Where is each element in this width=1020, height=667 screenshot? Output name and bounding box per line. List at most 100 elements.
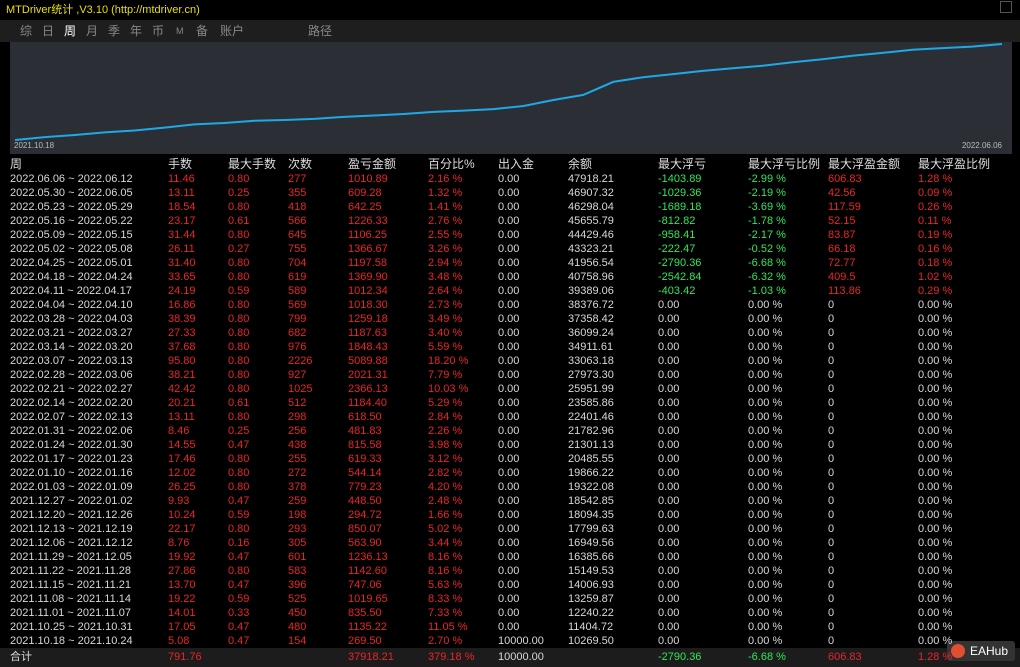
- total-cell: 791.76: [168, 651, 202, 663]
- cell: 0.61: [228, 215, 250, 227]
- tab[interactable]: 币: [152, 24, 165, 38]
- cell: 2022.02.07 ~ 2022.02.13: [10, 411, 133, 423]
- cell: 927: [288, 369, 307, 381]
- cell: 1135.22: [348, 621, 387, 633]
- cell: 0: [828, 509, 835, 521]
- cell: 37358.42: [568, 313, 614, 325]
- cell: 0: [828, 537, 835, 549]
- cell: 255: [288, 453, 307, 465]
- cell: 0.00 %: [748, 467, 783, 479]
- cell: -958.41: [658, 229, 696, 241]
- cell: 0.00 %: [918, 593, 953, 605]
- cell: 850.07: [348, 523, 382, 535]
- cell: 293: [288, 523, 307, 535]
- cell: 0.00 %: [748, 411, 783, 423]
- cell: 0.25: [228, 187, 250, 199]
- cell: 2.70 %: [428, 635, 463, 647]
- cell: 0.80: [228, 229, 250, 241]
- cell: 0.80: [228, 341, 250, 353]
- cell: 642.25: [348, 201, 382, 213]
- cell: 0.80: [228, 453, 250, 465]
- cell: 0.00 %: [748, 439, 783, 451]
- tab[interactable]: 季: [108, 24, 121, 38]
- cell: 0.00: [498, 187, 520, 199]
- cell: 0.80: [228, 201, 250, 213]
- cell: 0.00: [658, 593, 680, 605]
- cell: 14.55: [168, 439, 196, 451]
- cell: 779.23: [348, 481, 382, 493]
- cell: 0.00: [498, 173, 520, 185]
- cell: -1403.89: [658, 173, 702, 185]
- cell: 14006.93: [568, 579, 614, 591]
- cell: 17.46: [168, 453, 196, 465]
- cell: 7.79 %: [428, 369, 463, 381]
- cell: 38.21: [168, 369, 196, 381]
- cell: 569: [288, 299, 307, 311]
- cell: 0.00: [658, 341, 680, 353]
- cell: 0.80: [228, 481, 250, 493]
- cell: 0: [828, 635, 835, 647]
- cell: 747.06: [348, 579, 382, 591]
- tab[interactable]: M: [176, 26, 184, 36]
- cell: 2022.02.14 ~ 2022.02.20: [10, 397, 133, 409]
- cell: 10269.50: [568, 635, 614, 647]
- cell: 27.86: [168, 565, 196, 577]
- cell: 0.80: [228, 173, 250, 185]
- cell: 3.49 %: [428, 313, 463, 325]
- cell: 8.16 %: [428, 565, 463, 577]
- cell: 0.00: [498, 565, 520, 577]
- tab[interactable]: 路径: [308, 24, 333, 38]
- cell: 198: [288, 509, 307, 521]
- tab[interactable]: 年: [130, 24, 143, 38]
- column-header: 手数: [168, 157, 193, 171]
- cell: 0.00: [498, 257, 520, 269]
- cell: 0.00: [658, 383, 680, 395]
- cell: 0.80: [228, 383, 250, 395]
- tab[interactable]: 日: [42, 24, 55, 38]
- cell: 45655.79: [568, 215, 614, 227]
- tab[interactable]: 综: [20, 24, 33, 38]
- cell: 0.59: [228, 509, 250, 521]
- cell: 18542.85: [568, 495, 614, 507]
- cell: 0.00: [658, 551, 680, 563]
- cell: 0.00: [498, 271, 520, 283]
- cell: 2022.01.24 ~ 2022.01.30: [10, 439, 133, 451]
- cell: 0.00: [658, 621, 680, 633]
- cell: 2021.11.29 ~ 2021.12.05: [10, 551, 132, 563]
- cell: 835.50: [348, 607, 382, 619]
- tab[interactable]: 周: [64, 24, 77, 38]
- cell: 18.20 %: [428, 355, 469, 367]
- cell: 0.00: [658, 411, 680, 423]
- cell: 755: [288, 243, 307, 255]
- cell: 1236.13: [348, 551, 388, 563]
- cell: 3.48 %: [428, 271, 463, 283]
- cell: 13.70: [168, 579, 196, 591]
- column-header: 余额: [568, 157, 593, 171]
- cell: -1.03 %: [748, 285, 786, 297]
- cell: 1.41 %: [428, 201, 463, 213]
- cell: 2.73 %: [428, 299, 463, 311]
- cell: 0.00 %: [748, 593, 783, 605]
- cell: 0.47: [228, 551, 250, 563]
- cell: 259: [288, 495, 307, 507]
- cell: 0: [828, 495, 835, 507]
- tab[interactable]: 月: [86, 24, 99, 38]
- cell: 46907.32: [568, 187, 614, 199]
- cell: 13259.87: [568, 593, 614, 605]
- tab[interactable]: 备: [196, 24, 209, 38]
- cell: 606.83: [828, 173, 862, 185]
- tab[interactable]: 账户: [220, 24, 245, 38]
- close-box[interactable]: [1000, 1, 1012, 13]
- cell: 609.28: [348, 187, 382, 199]
- cell: 2.55 %: [428, 229, 463, 241]
- cell: 0.00: [498, 453, 520, 465]
- cell: 0.00 %: [748, 453, 783, 465]
- cell: 0.00 %: [748, 327, 783, 339]
- cell: 0.80: [228, 257, 250, 269]
- cell: 512: [288, 397, 307, 409]
- cell: 22401.46: [568, 411, 614, 423]
- cell: 0.00 %: [748, 369, 783, 381]
- balance-chart: 2021.10.18 2022.06.06: [10, 42, 1012, 154]
- cell: -812.82: [658, 215, 696, 227]
- cell: -2.17 %: [748, 229, 786, 241]
